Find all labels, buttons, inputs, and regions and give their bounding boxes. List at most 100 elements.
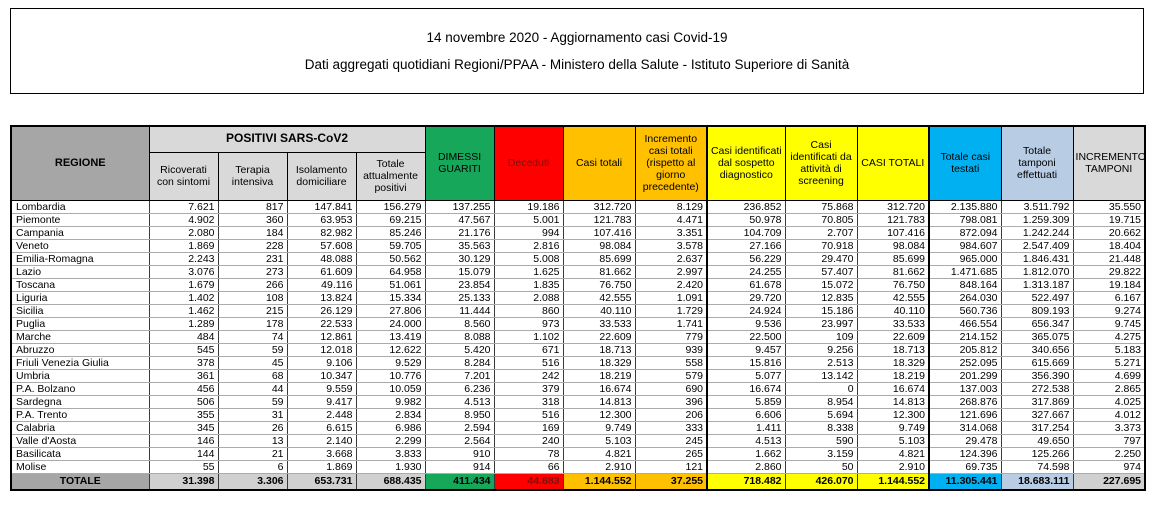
value-cell: 56.229	[706, 251, 786, 266]
value-cell: 74	[217, 329, 288, 344]
value-cell: 356.390	[1000, 368, 1074, 383]
table-row: Umbria 361 68 10.347 10.776 7.201 242 18.219 579…	[10, 368, 1146, 383]
value-cell: 5.001	[493, 212, 564, 227]
value-cell: 66	[493, 459, 564, 474]
value-cell: 15.186	[784, 303, 858, 318]
value-cell: 506	[148, 394, 219, 409]
value-cell: 85.699	[562, 251, 636, 266]
value-cell: 42.555	[856, 290, 931, 305]
value-cell: 3.159	[784, 446, 858, 461]
value-cell: 9.536	[706, 316, 786, 331]
value-cell: 42.555	[562, 290, 636, 305]
value-cell: 35.563	[424, 238, 495, 253]
table-row: Campania 2.080 184 82.982 85.246 21.176 994 107…	[10, 225, 1146, 240]
value-cell: 184	[217, 225, 288, 240]
value-cell: 1.091	[634, 290, 708, 305]
value-cell: 1.242.244	[1000, 225, 1074, 240]
value-cell: 81.662	[856, 264, 931, 279]
value-cell: 98.084	[856, 238, 931, 253]
table-row: Abruzzo 545 59 12.018 12.622 5.420 671 18.713 93…	[10, 342, 1146, 357]
total-label: TOTALE	[10, 472, 150, 491]
value-cell: 671	[493, 342, 564, 357]
value-cell: 21.448	[1072, 251, 1146, 266]
value-cell: 201.299	[928, 368, 1002, 383]
table-row: Marche 484 74 12.861 13.419 8.088 1.102 22.609 7…	[10, 329, 1146, 344]
value-cell: 245	[634, 433, 708, 448]
value-cell: 1.729	[634, 303, 708, 318]
value-cell: 21	[217, 446, 288, 461]
value-cell: 9.745	[1072, 316, 1146, 331]
col-header-screening: Casi identificati da attività di screeni…	[784, 125, 858, 201]
value-cell: 64.958	[355, 264, 426, 279]
col-header-dimessi-guariti: DIMESSI GUARITI	[424, 125, 495, 201]
value-cell: 24.255	[706, 264, 786, 279]
value-cell: 81.662	[562, 264, 636, 279]
value-cell: 19.186	[493, 199, 564, 214]
table-row: Puglia 1.289 178 22.533 24.000 8.560 973 33.533…	[10, 316, 1146, 331]
value-cell: 1.289	[148, 316, 219, 331]
value-cell: 1.869	[148, 238, 219, 253]
value-cell: 15.072	[784, 277, 858, 292]
value-cell: 2.299	[355, 433, 426, 448]
region-cell: Lombardia	[10, 199, 150, 214]
value-cell: 910	[424, 446, 495, 461]
value-cell: 22.500	[706, 329, 786, 344]
value-cell: 23.854	[424, 277, 495, 292]
value-cell: 914	[424, 459, 495, 474]
value-cell: 19.715	[1072, 212, 1146, 227]
value-cell: 5.694	[784, 407, 858, 422]
value-cell: 40.110	[562, 303, 636, 318]
value-cell: 965.000	[928, 251, 1002, 266]
value-cell: 5.271	[1072, 355, 1146, 370]
value-cell: 2.080	[148, 225, 219, 240]
table-row: Emilia-Romagna 2.243 231 48.088 50.562 30.129…	[10, 251, 1146, 266]
value-cell: 22.533	[286, 316, 357, 331]
value-cell: 18.713	[856, 342, 931, 357]
table-header: REGIONE POSITIVI SARS-CoV2 DIMESSI GUARI…	[10, 125, 1146, 201]
value-cell: 484	[148, 329, 219, 344]
value-cell: 516	[493, 407, 564, 422]
col-header-attualmente-positivi: Totale attualmente positivi	[355, 151, 426, 201]
total-value-cell: 37.255	[634, 472, 708, 491]
value-cell: 317.869	[1000, 394, 1074, 409]
total-value-cell: 653.731	[286, 472, 357, 491]
value-cell: 1.846.431	[1000, 251, 1074, 266]
value-cell: 12.300	[856, 407, 931, 422]
value-cell: 29.720	[706, 290, 786, 305]
value-cell: 2.865	[1072, 381, 1146, 396]
value-cell: 5.077	[706, 368, 786, 383]
value-cell: 22.609	[856, 329, 931, 344]
value-cell: 3.578	[634, 238, 708, 253]
value-cell: 59	[217, 394, 288, 409]
value-cell: 14.813	[562, 394, 636, 409]
value-cell: 74.598	[1000, 459, 1074, 474]
region-cell: Calabria	[10, 420, 150, 435]
region-cell: Sardegna	[10, 394, 150, 409]
value-cell: 252.095	[928, 355, 1002, 370]
value-cell: 1.812.070	[1000, 264, 1074, 279]
table-row: Valle d'Aosta 146 13 2.140 2.299 2.564 240 5.10…	[10, 433, 1146, 448]
value-cell: 848.164	[928, 277, 1002, 292]
data-rows: Lombardia 7.621 817 147.841 156.279 137.255 19…	[10, 199, 1146, 491]
value-cell: 9.417	[286, 394, 357, 409]
total-value-cell: 18.683.111	[1000, 472, 1074, 491]
value-cell: 76.750	[562, 277, 636, 292]
region-cell: Emilia-Romagna	[10, 251, 150, 266]
total-value-cell: 718.482	[706, 472, 786, 491]
value-cell: 314.068	[928, 420, 1002, 435]
value-cell: 8.338	[784, 420, 858, 435]
value-cell: 396	[634, 394, 708, 409]
value-cell: 107.416	[562, 225, 636, 240]
value-cell: 6.236	[424, 381, 495, 396]
total-value-cell: 44.683	[493, 472, 564, 491]
value-cell: 6.606	[706, 407, 786, 422]
value-cell: 215	[217, 303, 288, 318]
value-cell: 124.396	[928, 446, 1002, 461]
value-cell: 25.133	[424, 290, 495, 305]
value-cell: 2.088	[493, 290, 564, 305]
value-cell: 4.513	[424, 394, 495, 409]
value-cell: 104.709	[706, 225, 786, 240]
value-cell: 1.411	[706, 420, 786, 435]
value-cell: 9.106	[286, 355, 357, 370]
value-cell: 214.152	[928, 329, 1002, 344]
